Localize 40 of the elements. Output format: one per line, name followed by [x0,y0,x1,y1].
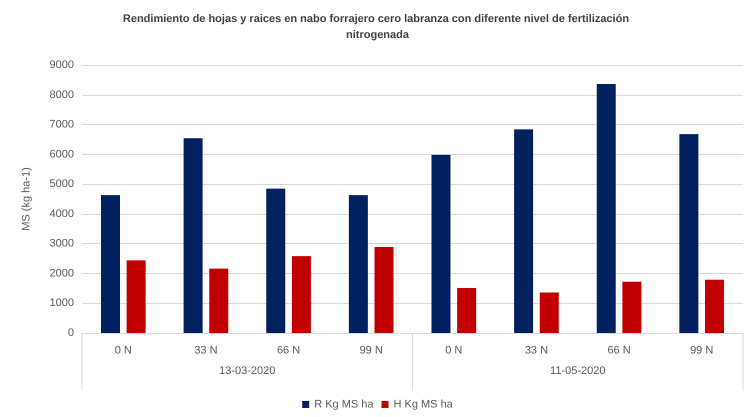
x-tick-label: 99 N [360,344,383,356]
y-tick-label: 9000 [50,59,74,71]
bar [292,256,311,333]
bar [266,188,286,333]
y-tick-label: 4000 [50,208,74,220]
y-tick-label: 6000 [50,148,74,160]
text: 11-05-2020 [550,365,606,377]
bar [209,268,228,333]
bar [679,134,698,333]
bar [705,280,724,333]
bar [431,154,450,333]
y-tick-label: 3000 [50,238,74,250]
y-tick-label: 2000 [50,267,74,280]
y-tick-label: 8000 [50,88,74,101]
legend-label: H Kg MS ha [394,398,454,410]
bar [622,282,642,333]
x-tick-label: 33 N [524,344,548,356]
bar [596,84,616,333]
x-tick-label: 0 N [445,344,462,356]
bar [100,195,120,333]
bar [374,246,394,333]
x-tick-label: 33 N [194,344,218,356]
legend-label: R Kg MS ha [314,398,374,410]
x-tick-label: 66 N [276,344,300,356]
y-tick-label: 7000 [50,118,74,131]
bar [514,129,534,333]
text: 13-03-2020 [219,365,276,377]
bar [184,138,203,333]
bar [126,260,146,333]
bar [457,288,476,333]
bar [540,292,559,333]
x-tick-label: 66 N [607,344,631,356]
chart-title: Rendimiento de hojas y raices en nabo forrajero cero labranza con diferente nivel de fertilización nitrogenada [122,13,632,41]
bar [348,195,368,333]
x-tick-label: 0 N [114,344,132,356]
y-tick-label: 0 [68,327,74,339]
y-tick-label: 1000 [50,297,74,310]
x-tick-label: 99 N [690,344,714,356]
y-axis-title: MS (kg ha-1) [20,167,32,231]
y-tick-label: 5000 [50,178,74,190]
